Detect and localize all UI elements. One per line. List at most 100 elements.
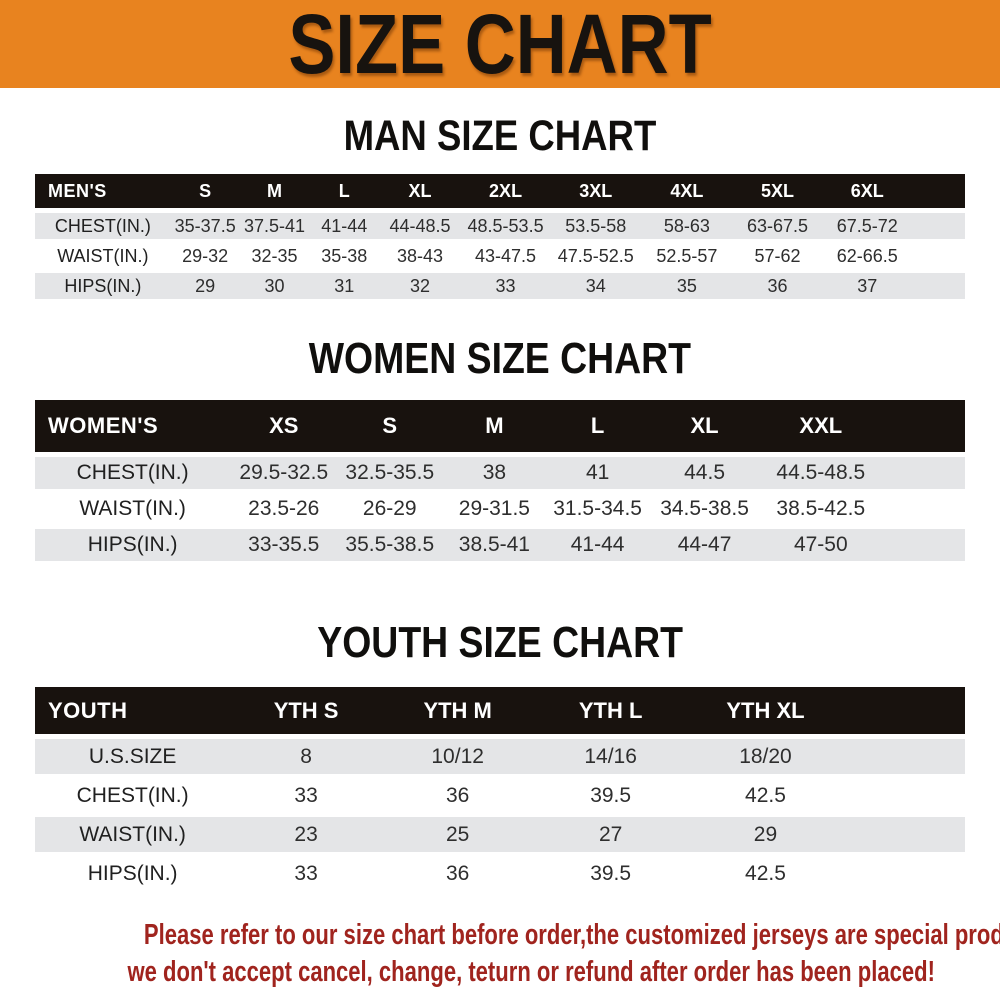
size-value-cell: 52.5-57 [641, 243, 733, 274]
size-value-cell: 29.5-32.5 [230, 456, 338, 493]
size-value-cell: 41-44 [309, 213, 380, 244]
size-value-cell: 57-62 [732, 243, 823, 274]
size-value-cell: 48.5-53.5 [460, 213, 551, 244]
table-corner-label: WOMEN'S [35, 399, 231, 457]
size-column-header: S [337, 399, 443, 457]
table-header-row: MEN'S S M L XL 2XL 3XL 4XL 5XL 6XL [35, 174, 965, 214]
size-value-cell: 35 [641, 273, 733, 304]
measurement-label: CHEST(IN.) [35, 456, 231, 493]
women-section-heading: WOMEN SIZE CHART [0, 334, 1000, 384]
table-header-row: YOUTH YTH S YTH M YTH L YTH XL [35, 687, 965, 740]
size-value-cell: 33-35.5 [230, 528, 338, 565]
size-value-cell: 29-32 [170, 243, 240, 274]
measurement-row: CHEST(IN.) 35-37.5 37.5-41 41-44 44-48.5 48.5… [35, 213, 965, 244]
size-column-header: XL [648, 399, 761, 457]
size-column-header: XL [379, 174, 461, 214]
size-column-header: S [170, 174, 240, 214]
size-value-cell: 39.5 [533, 856, 688, 896]
size-value-cell: 63-67.5 [732, 213, 823, 244]
size-value-cell: 38 [442, 456, 547, 493]
youth-section-heading-text: YOUTH SIZE CHART [317, 617, 683, 667]
measurement-row: HIPS(IN.) 29 30 31 32 33 34 35 36 37 [35, 273, 965, 304]
measurement-row: HIPS(IN.) 33-35.5 35.5-38.5 38.5-41 41-44 44-… [35, 528, 965, 565]
size-value-cell: 26-29 [337, 493, 443, 529]
size-value-cell: 33 [460, 273, 551, 304]
size-value-cell: 23 [230, 817, 382, 857]
order-policy-note: Please refer to our size chart before or… [0, 917, 1000, 991]
measurement-label: CHEST(IN.) [35, 778, 231, 818]
size-column-header: L [309, 174, 380, 214]
header-filler-cell [881, 399, 965, 457]
row-filler-cell [843, 739, 965, 779]
size-value-cell: 30 [239, 273, 310, 304]
measurement-label: WAIST(IN.) [35, 243, 171, 274]
size-value-cell: 35.5-38.5 [337, 528, 443, 565]
size-column-header: YTH S [230, 687, 382, 740]
measurement-row: HIPS(IN.) 33 36 39.5 42.5 [35, 856, 965, 896]
size-column-header: 6XL [822, 174, 912, 214]
size-chart-banner: SIZE CHART [0, 0, 1000, 88]
size-value-cell: 23.5-26 [230, 493, 338, 529]
row-filler-cell [911, 243, 965, 274]
size-column-header: M [442, 399, 547, 457]
size-column-header: L [546, 399, 649, 457]
size-value-cell: 34 [550, 273, 642, 304]
size-value-cell: 44-47 [648, 528, 761, 565]
youth-size-table: YOUTH YTH S YTH M YTH L YTH XL U.S.SIZE 8 10/12… [35, 687, 965, 896]
size-value-cell: 38.5-41 [442, 528, 547, 565]
size-value-cell: 42.5 [687, 778, 844, 818]
measurement-label: WAIST(IN.) [35, 817, 231, 857]
size-value-cell: 37.5-41 [239, 213, 310, 244]
women-section-heading-text: WOMEN SIZE CHART [308, 334, 692, 384]
size-value-cell: 32 [379, 273, 461, 304]
size-column-header: XS [230, 399, 338, 457]
measurement-row: WAIST(IN.) 29-32 32-35 35-38 38-43 43-47.5 47.… [35, 243, 965, 274]
table-corner-label: MEN'S [35, 174, 171, 214]
size-column-header: 2XL [460, 174, 551, 214]
size-value-cell: 44.5 [648, 456, 761, 493]
measurement-row: WAIST(IN.) 23.5-26 26-29 29-31.5 31.5-34.5 34… [35, 493, 965, 529]
size-column-header: YTH XL [687, 687, 844, 740]
size-value-cell: 29-31.5 [442, 493, 547, 529]
size-column-header: M [239, 174, 310, 214]
row-filler-cell [911, 273, 965, 304]
size-value-cell: 25 [381, 817, 534, 857]
size-column-header: 4XL [641, 174, 733, 214]
measurement-label: HIPS(IN.) [35, 528, 231, 565]
size-column-header: YTH L [533, 687, 688, 740]
row-filler-cell [881, 528, 965, 565]
size-value-cell: 62-66.5 [822, 243, 912, 274]
size-value-cell: 32-35 [239, 243, 310, 274]
size-value-cell: 31.5-34.5 [546, 493, 649, 529]
size-value-cell: 33 [230, 856, 382, 896]
measurement-label: U.S.SIZE [35, 739, 231, 779]
size-value-cell: 44.5-48.5 [760, 456, 882, 493]
size-value-cell: 14/16 [533, 739, 688, 779]
men-section-heading: MAN SIZE CHART [0, 112, 1000, 160]
size-value-cell: 29 [170, 273, 240, 304]
size-value-cell: 38.5-42.5 [760, 493, 882, 529]
size-value-cell: 34.5-38.5 [648, 493, 761, 529]
size-value-cell: 38-43 [379, 243, 461, 274]
size-value-cell: 8 [230, 739, 382, 779]
size-value-cell: 32.5-35.5 [337, 456, 443, 493]
row-filler-cell [881, 493, 965, 529]
men-section-heading-text: MAN SIZE CHART [343, 112, 657, 160]
row-filler-cell [881, 456, 965, 493]
size-value-cell: 35-38 [309, 243, 380, 274]
table-header-row: WOMEN'S XS S M L XL XXL [35, 399, 965, 457]
measurement-label: HIPS(IN.) [35, 856, 231, 896]
order-policy-line-1: Please refer to our size chart before or… [143, 919, 1000, 952]
size-value-cell: 31 [309, 273, 380, 304]
size-value-cell: 36 [381, 856, 534, 896]
banner-title: SIZE CHART [288, 0, 712, 91]
size-value-cell: 47-50 [760, 528, 882, 565]
measurement-row: U.S.SIZE 8 10/12 14/16 18/20 [35, 739, 965, 779]
row-filler-cell [843, 856, 965, 896]
men-size-table: MEN'S S M L XL 2XL 3XL 4XL 5XL 6XL CHEST(IN.) 35-37… [35, 174, 965, 304]
size-value-cell: 41 [546, 456, 649, 493]
measurement-label: CHEST(IN.) [35, 213, 171, 244]
row-filler-cell [843, 778, 965, 818]
youth-section-heading: YOUTH SIZE CHART [0, 617, 1000, 667]
measurement-row: CHEST(IN.) 29.5-32.5 32.5-35.5 38 41 44.5 44.5… [35, 456, 965, 493]
